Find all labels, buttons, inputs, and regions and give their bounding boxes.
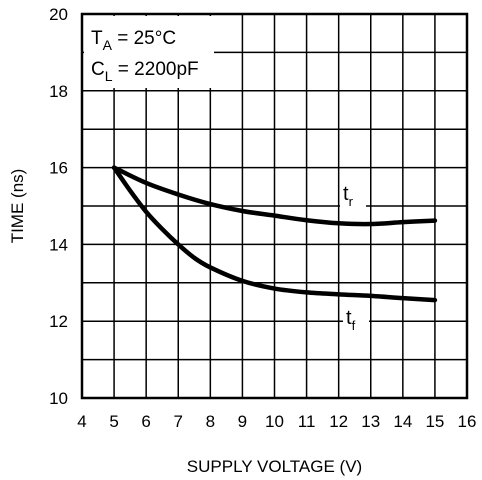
series-line-tf [111, 165, 438, 303]
x-tick-label: 14 [393, 412, 412, 431]
y-tick-label: 14 [49, 235, 68, 254]
series-labels: tr tf [340, 181, 369, 335]
series-label-background [343, 305, 369, 335]
y-tick-label: 18 [49, 82, 68, 101]
y-tick-label: 10 [49, 389, 68, 408]
x-tick-label: 7 [174, 412, 183, 431]
series-label-tr: tr [343, 183, 354, 209]
x-tick-label: 10 [265, 412, 284, 431]
y-axis-ticks: 10 12 14 16 18 20 [49, 5, 68, 408]
annotation-ta: TA = 25°C [91, 28, 176, 53]
y-axis-label: TIME (ns) [8, 169, 27, 244]
conditions-annotation: TA = 25°C CL = 2200pF [84, 16, 214, 88]
x-tick-label: 11 [298, 412, 316, 431]
series-label-background [340, 181, 366, 211]
x-tick-label: 8 [206, 412, 215, 431]
x-tick-label: 16 [458, 412, 477, 431]
x-axis-label: SUPPLY VOLTAGE (V) [187, 457, 362, 476]
series-label-tf: tf [346, 307, 356, 333]
x-tick-label: 15 [425, 412, 444, 431]
x-tick-label: 4 [77, 412, 86, 431]
annotation-background [84, 16, 214, 88]
x-tick-label: 12 [329, 412, 348, 431]
y-tick-label: 12 [49, 312, 68, 331]
x-tick-label: 13 [361, 412, 380, 431]
x-tick-label: 6 [141, 412, 150, 431]
x-axis-ticks: 4 5 6 7 8 9 10 11 12 13 14 15 16 [77, 412, 476, 431]
y-tick-label: 16 [49, 159, 68, 178]
x-tick-label: 5 [109, 412, 118, 431]
x-tick-label: 9 [238, 412, 247, 431]
grid [82, 14, 467, 398]
annotation-cl: CL = 2200pF [91, 59, 199, 84]
y-tick-label: 20 [49, 5, 68, 24]
plot-area [111, 165, 438, 303]
plot-frame [80, 12, 469, 400]
series-line-tr [111, 165, 438, 227]
